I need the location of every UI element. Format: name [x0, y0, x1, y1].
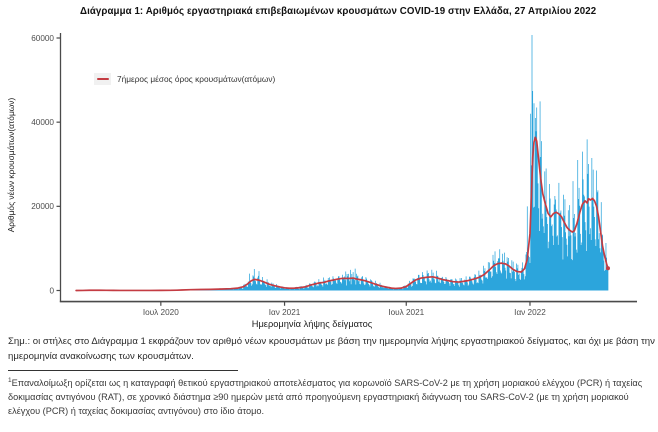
page-title: Διάγραμμα 1: Αριθμός εργαστηριακά επιβεβ…	[80, 6, 597, 17]
y-axis-title: Αριθμός νέων κρουσμάτων(ατόμων)	[6, 98, 16, 233]
y-tick-label: 40000	[31, 118, 54, 127]
y-tick-label: 20000	[31, 202, 54, 211]
x-tick-label: Ιαν 2021	[269, 308, 301, 317]
footnote-divider	[8, 370, 238, 371]
avg-line-icon	[96, 77, 109, 81]
legend-key	[94, 73, 111, 85]
footnote-marker: 1	[8, 377, 12, 384]
x-axis-title: Ημερομηνία λήψης δείγματος	[252, 319, 373, 329]
x-tick-label: Ιουλ 2021	[388, 308, 424, 317]
x-tick-label: Ιουλ 2020	[143, 308, 179, 317]
legend-label: 7ήμερος μέσος όρος κρουσμάτων(ατόμων)	[117, 74, 276, 84]
y-tick-label: 60000	[31, 34, 54, 43]
y-tick-label: 0	[49, 286, 54, 295]
chart-legend: 7ήμερος μέσος όρος κρουσμάτων(ατόμων)	[94, 72, 275, 86]
footnote-body: Επαναλοίμωξη ορίζεται ως η καταγραφή θετ…	[8, 378, 643, 416]
cases-chart: 0 20000 40000 60000 Ιουλ 2020 Ιαν 2021 Ιουλ 20…	[6, 33, 637, 329]
note-text: Σημ.: οι στήλες στο Διάγραμμα 1 εκφράζου…	[8, 336, 655, 362]
footnote-text: 1Επαναλοίμωξη ορίζεται ως η καταγραφή θε…	[8, 376, 656, 418]
avg-line-end-dot	[605, 266, 610, 271]
avg-line	[75, 136, 609, 292]
x-tick-label: Ιαν 2022	[514, 308, 546, 317]
